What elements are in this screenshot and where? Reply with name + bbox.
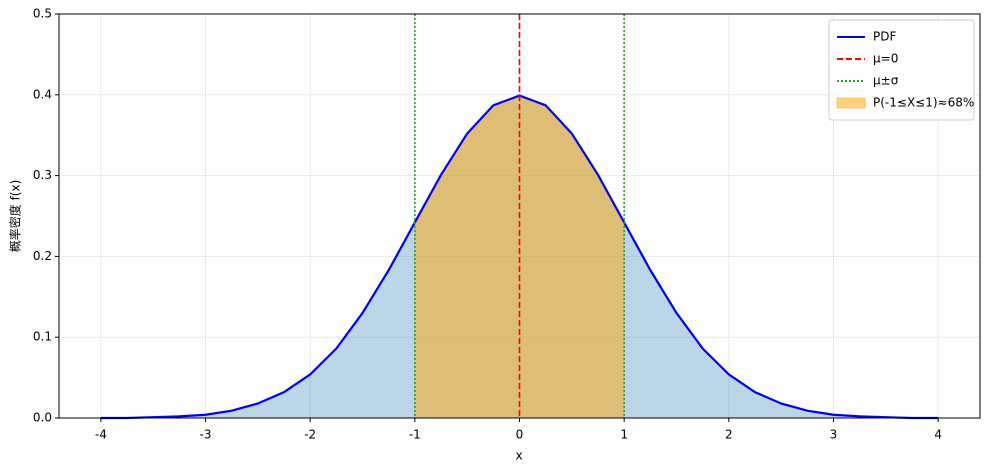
y-tick-label: 0.2 bbox=[33, 249, 52, 263]
y-tick-label: 0.3 bbox=[33, 168, 52, 182]
legend-label: μ±σ bbox=[873, 74, 899, 88]
x-tick-label: 2 bbox=[725, 428, 733, 442]
x-tick-label: 3 bbox=[830, 428, 838, 442]
x-tick-label: -4 bbox=[95, 428, 107, 442]
legend: PDF μ=0 μ±σ P(-1≤X≤1)≈68% bbox=[828, 19, 975, 121]
legend-label: P(-1≤X≤1)≈68% bbox=[873, 96, 974, 110]
legend-box bbox=[828, 19, 975, 121]
y-tick-label: 0.0 bbox=[33, 411, 52, 425]
legend-label: μ=0 bbox=[873, 52, 898, 66]
x-tick-label: 0 bbox=[516, 428, 524, 442]
x-axis-label: x bbox=[515, 449, 522, 463]
y-tick-label: 0.4 bbox=[33, 87, 52, 101]
legend-swatch bbox=[836, 97, 866, 109]
x-tick-label: 1 bbox=[620, 428, 628, 442]
x-tick-label: 4 bbox=[934, 428, 942, 442]
x-tick-label: -2 bbox=[304, 428, 316, 442]
shaded-area bbox=[414, 95, 625, 418]
y-tick-label: 0.1 bbox=[33, 330, 52, 344]
y-axis-label: 概率密度 f(x) bbox=[8, 180, 23, 253]
plot-frame bbox=[58, 13, 981, 419]
y-tick-label: 0.5 bbox=[33, 7, 52, 21]
x-tick-label: -1 bbox=[409, 428, 421, 442]
legend-label: PDF bbox=[873, 30, 896, 44]
x-tick-label: -3 bbox=[200, 428, 212, 442]
